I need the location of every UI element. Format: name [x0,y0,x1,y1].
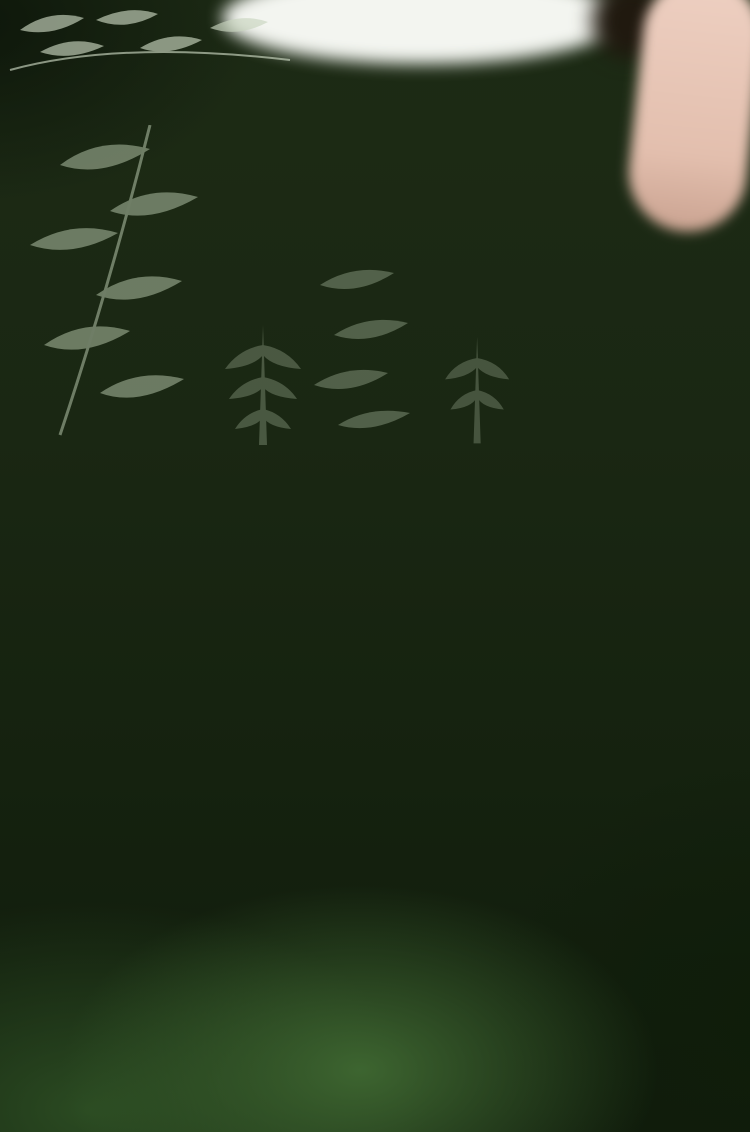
fern-watermark-right [445,336,510,444]
bamboo-watermark-left [313,269,410,429]
bottom-brush-band [0,0,750,89]
blurred-arm [622,0,750,238]
fern-watermark-center [225,325,302,445]
bamboo-leaf-watermark [9,10,291,71]
bamboo-watermark-topright [30,124,198,436]
